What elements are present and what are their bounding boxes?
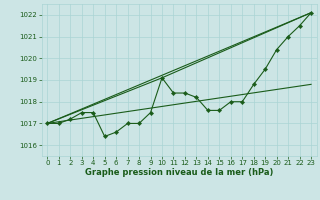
X-axis label: Graphe pression niveau de la mer (hPa): Graphe pression niveau de la mer (hPa) xyxy=(85,168,273,177)
